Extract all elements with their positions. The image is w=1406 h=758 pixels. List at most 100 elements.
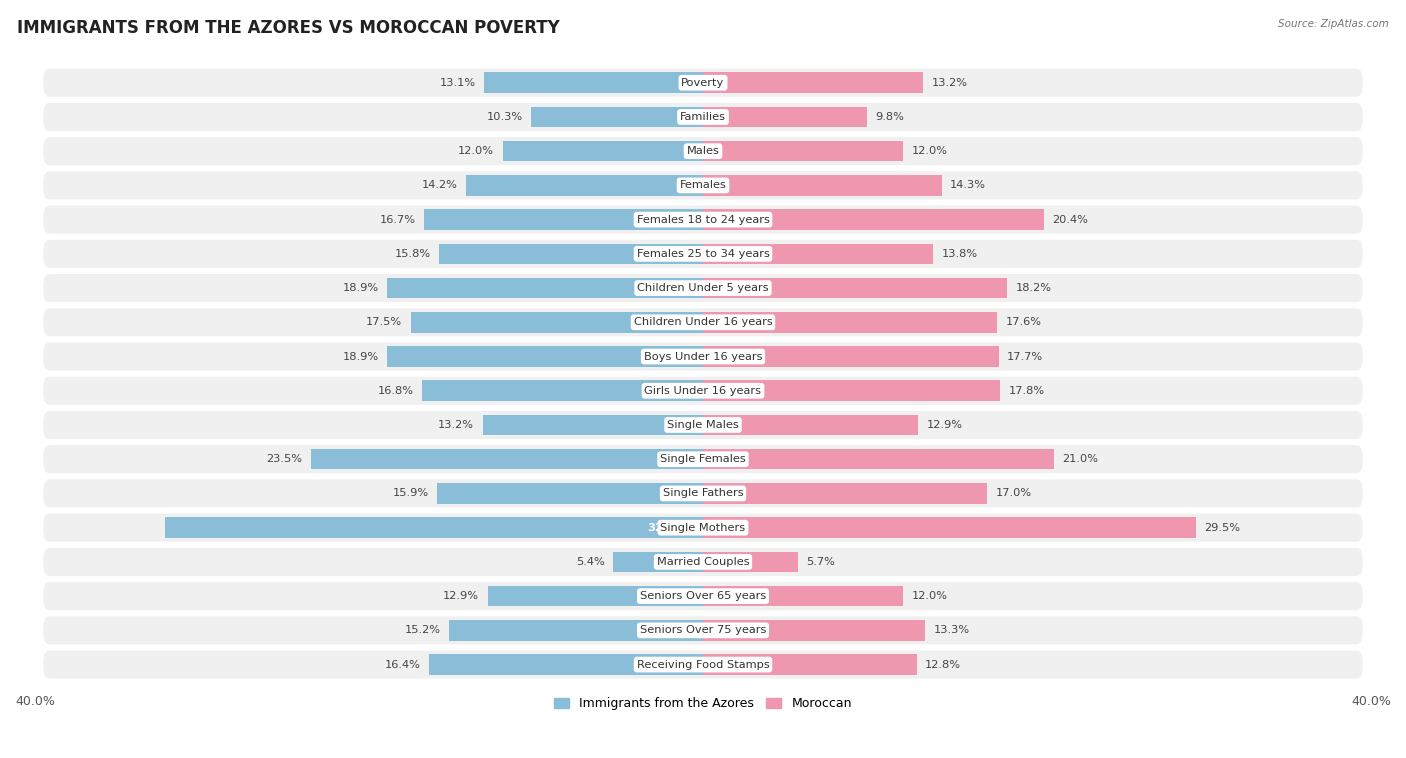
Text: 10.3%: 10.3%	[486, 112, 523, 122]
Bar	[703, 73, 924, 93]
Text: Girls Under 16 years: Girls Under 16 years	[644, 386, 762, 396]
Text: 29.5%: 29.5%	[1204, 523, 1240, 533]
Text: 9.8%: 9.8%	[875, 112, 904, 122]
Text: Receiving Food Stamps: Receiving Food Stamps	[637, 659, 769, 669]
Text: Boys Under 16 years: Boys Under 16 years	[644, 352, 762, 362]
Text: 18.2%: 18.2%	[1015, 283, 1052, 293]
Text: 13.3%: 13.3%	[934, 625, 970, 635]
Text: Seniors Over 75 years: Seniors Over 75 years	[640, 625, 766, 635]
Text: Females: Females	[679, 180, 727, 190]
FancyBboxPatch shape	[44, 445, 1362, 473]
Text: 12.0%: 12.0%	[458, 146, 495, 156]
Text: Poverty: Poverty	[682, 78, 724, 88]
Bar	[429, 654, 703, 675]
Bar	[703, 654, 917, 675]
Text: Single Fathers: Single Fathers	[662, 488, 744, 499]
Text: 14.3%: 14.3%	[950, 180, 986, 190]
Bar	[411, 312, 703, 333]
FancyBboxPatch shape	[44, 137, 1362, 165]
Text: Single Males: Single Males	[666, 420, 740, 430]
Text: 12.9%: 12.9%	[927, 420, 963, 430]
Text: 17.6%: 17.6%	[1005, 318, 1042, 327]
FancyBboxPatch shape	[44, 514, 1362, 542]
FancyBboxPatch shape	[44, 205, 1362, 233]
Text: 18.9%: 18.9%	[343, 352, 380, 362]
Text: Children Under 16 years: Children Under 16 years	[634, 318, 772, 327]
Bar	[613, 552, 703, 572]
Text: 15.8%: 15.8%	[395, 249, 430, 259]
Text: Males: Males	[686, 146, 720, 156]
Text: Single Mothers: Single Mothers	[661, 523, 745, 533]
Legend: Immigrants from the Azores, Moroccan: Immigrants from the Azores, Moroccan	[550, 692, 856, 715]
Bar	[484, 73, 703, 93]
Text: 12.9%: 12.9%	[443, 591, 479, 601]
Bar	[703, 312, 997, 333]
Bar	[703, 415, 918, 435]
Text: 17.8%: 17.8%	[1008, 386, 1045, 396]
FancyBboxPatch shape	[44, 479, 1362, 507]
Text: Females 25 to 34 years: Females 25 to 34 years	[637, 249, 769, 259]
Bar	[703, 107, 866, 127]
FancyBboxPatch shape	[44, 582, 1362, 610]
Text: 16.4%: 16.4%	[385, 659, 420, 669]
FancyBboxPatch shape	[44, 274, 1362, 302]
Bar	[703, 586, 904, 606]
Text: 14.2%: 14.2%	[422, 180, 457, 190]
Text: IMMIGRANTS FROM THE AZORES VS MOROCCAN POVERTY: IMMIGRANTS FROM THE AZORES VS MOROCCAN P…	[17, 19, 560, 37]
Text: 5.4%: 5.4%	[575, 557, 605, 567]
FancyBboxPatch shape	[44, 616, 1362, 644]
Bar	[465, 175, 703, 196]
FancyBboxPatch shape	[44, 309, 1362, 337]
Text: 15.2%: 15.2%	[405, 625, 441, 635]
FancyBboxPatch shape	[44, 650, 1362, 678]
Bar	[387, 346, 703, 367]
Text: 13.2%: 13.2%	[439, 420, 474, 430]
Bar	[703, 552, 799, 572]
Text: 12.0%: 12.0%	[911, 146, 948, 156]
Text: 13.1%: 13.1%	[440, 78, 475, 88]
Bar	[425, 209, 703, 230]
Text: 12.0%: 12.0%	[911, 591, 948, 601]
Bar	[703, 278, 1007, 299]
Bar	[703, 141, 904, 161]
Text: 21.0%: 21.0%	[1062, 454, 1098, 464]
Text: 12.8%: 12.8%	[925, 659, 962, 669]
FancyBboxPatch shape	[44, 377, 1362, 405]
Bar	[387, 278, 703, 299]
Text: 13.2%: 13.2%	[932, 78, 967, 88]
Bar	[703, 381, 1000, 401]
Bar	[311, 449, 703, 469]
FancyBboxPatch shape	[44, 548, 1362, 576]
Text: 32.2%: 32.2%	[647, 523, 686, 533]
Bar	[703, 209, 1043, 230]
Bar	[703, 483, 987, 504]
FancyBboxPatch shape	[44, 343, 1362, 371]
Bar	[488, 586, 703, 606]
Text: 15.9%: 15.9%	[392, 488, 429, 499]
FancyBboxPatch shape	[44, 240, 1362, 268]
Bar	[703, 243, 934, 264]
FancyBboxPatch shape	[44, 69, 1362, 97]
Text: Single Females: Single Females	[661, 454, 745, 464]
Bar	[703, 518, 1195, 538]
Bar	[439, 243, 703, 264]
Text: Females 18 to 24 years: Females 18 to 24 years	[637, 215, 769, 224]
Bar	[449, 620, 703, 641]
Text: 23.5%: 23.5%	[266, 454, 302, 464]
Text: 17.0%: 17.0%	[995, 488, 1032, 499]
Bar	[531, 107, 703, 127]
Bar	[166, 518, 703, 538]
Text: 17.5%: 17.5%	[366, 318, 402, 327]
Bar	[703, 346, 998, 367]
Text: 16.7%: 16.7%	[380, 215, 416, 224]
Bar	[482, 415, 703, 435]
Text: 20.4%: 20.4%	[1052, 215, 1088, 224]
Text: Source: ZipAtlas.com: Source: ZipAtlas.com	[1278, 19, 1389, 29]
Bar	[437, 483, 703, 504]
FancyBboxPatch shape	[44, 103, 1362, 131]
Bar	[422, 381, 703, 401]
Bar	[703, 620, 925, 641]
Text: Children Under 5 years: Children Under 5 years	[637, 283, 769, 293]
Text: 16.8%: 16.8%	[378, 386, 413, 396]
FancyBboxPatch shape	[44, 171, 1362, 199]
